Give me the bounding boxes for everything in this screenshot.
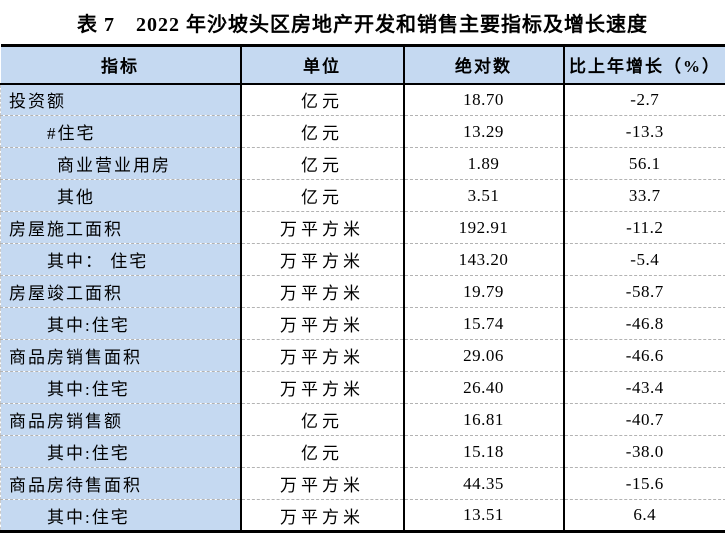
unit-cell: 亿元 bbox=[239, 115, 404, 148]
table-row: 房屋竣工面积 万平方米 19.79 -58.7 bbox=[0, 275, 725, 308]
growth-cell: -2.7 bbox=[562, 83, 725, 116]
value-cell: 15.18 bbox=[402, 435, 564, 468]
growth-cell: 33.7 bbox=[562, 179, 725, 212]
growth-cell: 6.4 bbox=[562, 499, 725, 532]
unit-cell: 亿元 bbox=[239, 83, 404, 116]
table-title: 表 7 2022 年沙坡头区房地产开发和销售主要指标及增长速度 bbox=[77, 13, 648, 36]
indicator-cell: 其中： 住宅 bbox=[0, 243, 241, 276]
unit-cell: 万平方米 bbox=[239, 211, 404, 244]
unit-cell: 亿元 bbox=[239, 435, 404, 468]
table-row: #住宅 亿元 13.29 -13.3 bbox=[0, 115, 725, 148]
value-cell: 3.51 bbox=[402, 179, 564, 212]
table-row: 投资额 亿元 18.70 -2.7 bbox=[0, 83, 725, 116]
unit-cell: 万平方米 bbox=[239, 467, 404, 500]
value-cell: 16.81 bbox=[402, 403, 564, 436]
table-row: 商品房销售额 亿元 16.81 -40.7 bbox=[0, 403, 725, 436]
indicator-cell: 商品房销售额 bbox=[0, 403, 241, 436]
table-row: 其中:住宅 万平方米 13.51 6.4 bbox=[0, 499, 725, 532]
indicator-cell: #住宅 bbox=[0, 115, 241, 148]
indicator-cell: 房屋施工面积 bbox=[0, 211, 241, 244]
table-row: 房屋施工面积 万平方米 192.91 -11.2 bbox=[0, 211, 725, 244]
indicator-cell: 其中:住宅 bbox=[0, 499, 241, 532]
value-cell: 143.20 bbox=[402, 243, 564, 276]
header-unit: 单位 bbox=[239, 45, 404, 85]
growth-cell: -46.8 bbox=[562, 307, 725, 340]
growth-cell: -15.6 bbox=[562, 467, 725, 500]
unit-cell: 万平方米 bbox=[239, 243, 404, 276]
growth-cell: -5.4 bbox=[562, 243, 725, 276]
unit-cell: 亿元 bbox=[239, 403, 404, 436]
growth-cell: -46.6 bbox=[562, 339, 725, 372]
growth-cell: -40.7 bbox=[562, 403, 725, 436]
indicator-cell: 房屋竣工面积 bbox=[0, 275, 241, 308]
indicator-cell: 其他 bbox=[0, 179, 241, 212]
unit-cell: 万平方米 bbox=[239, 339, 404, 372]
indicator-cell: 商业营业用房 bbox=[0, 147, 241, 180]
growth-cell: -13.3 bbox=[562, 115, 725, 148]
table-row: 商品房销售面积 万平方米 29.06 -46.6 bbox=[0, 339, 725, 372]
indicators-table: 指标 单位 绝对数 比上年增长（%） 投资额 亿元 18.70 -2.7 #住宅… bbox=[0, 44, 725, 533]
growth-cell: 56.1 bbox=[562, 147, 725, 180]
growth-cell: -11.2 bbox=[562, 211, 725, 244]
header-row: 指标 单位 绝对数 比上年增长（%） bbox=[0, 45, 725, 85]
value-cell: 44.35 bbox=[402, 467, 564, 500]
growth-cell: -58.7 bbox=[562, 275, 725, 308]
indicator-cell: 其中:住宅 bbox=[0, 371, 241, 404]
value-cell: 192.91 bbox=[402, 211, 564, 244]
unit-cell: 万平方米 bbox=[239, 275, 404, 308]
growth-cell: -43.4 bbox=[562, 371, 725, 404]
value-cell: 13.29 bbox=[402, 115, 564, 148]
unit-cell: 万平方米 bbox=[239, 371, 404, 404]
value-cell: 15.74 bbox=[402, 307, 564, 340]
table-row: 其中:住宅 万平方米 15.74 -46.8 bbox=[0, 307, 725, 340]
unit-cell: 万平方米 bbox=[239, 499, 404, 532]
indicator-cell: 商品房销售面积 bbox=[0, 339, 241, 372]
indicator-cell: 其中:住宅 bbox=[0, 307, 241, 340]
indicator-cell: 投资额 bbox=[0, 83, 241, 116]
value-cell: 18.70 bbox=[402, 83, 564, 116]
unit-cell: 亿元 bbox=[239, 179, 404, 212]
table-row: 商业营业用房 亿元 1.89 56.1 bbox=[0, 147, 725, 180]
table-row: 其中： 住宅 万平方米 143.20 -5.4 bbox=[0, 243, 725, 276]
table-row: 其中:住宅 亿元 15.18 -38.0 bbox=[0, 435, 725, 468]
header-indicator: 指标 bbox=[0, 45, 241, 85]
unit-cell: 万平方米 bbox=[239, 307, 404, 340]
growth-cell: -38.0 bbox=[562, 435, 725, 468]
value-cell: 13.51 bbox=[402, 499, 564, 532]
header-growth: 比上年增长（%） bbox=[562, 45, 725, 85]
unit-cell: 亿元 bbox=[239, 147, 404, 180]
table-row: 其他 亿元 3.51 33.7 bbox=[0, 179, 725, 212]
header-absolute: 绝对数 bbox=[402, 45, 564, 85]
value-cell: 29.06 bbox=[402, 339, 564, 372]
indicator-cell: 商品房待售面积 bbox=[0, 467, 241, 500]
table-row: 商品房待售面积 万平方米 44.35 -15.6 bbox=[0, 467, 725, 500]
table-row: 其中:住宅 万平方米 26.40 -43.4 bbox=[0, 371, 725, 404]
indicator-cell: 其中:住宅 bbox=[0, 435, 241, 468]
table-header: 指标 单位 绝对数 比上年增长（%） bbox=[0, 45, 725, 85]
table-body: 投资额 亿元 18.70 -2.7 #住宅 亿元 13.29 -13.3 商业营… bbox=[0, 83, 725, 532]
value-cell: 1.89 bbox=[402, 147, 564, 180]
value-cell: 19.79 bbox=[402, 275, 564, 308]
value-cell: 26.40 bbox=[402, 371, 564, 404]
